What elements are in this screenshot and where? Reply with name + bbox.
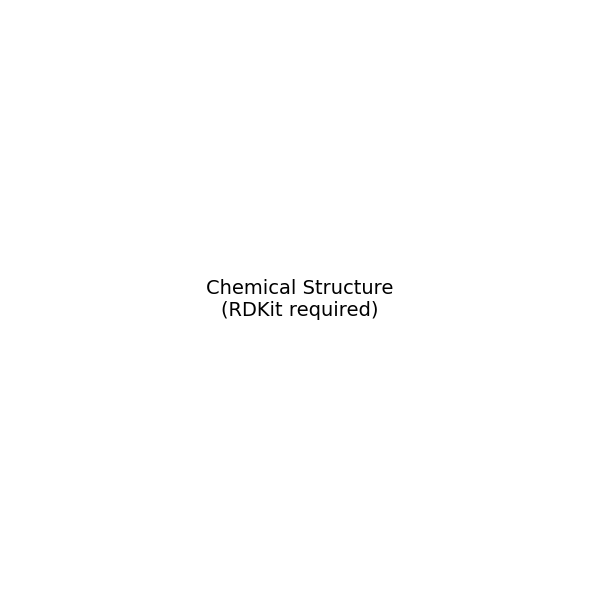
Text: Chemical Structure
(RDKit required): Chemical Structure (RDKit required) — [206, 280, 394, 320]
